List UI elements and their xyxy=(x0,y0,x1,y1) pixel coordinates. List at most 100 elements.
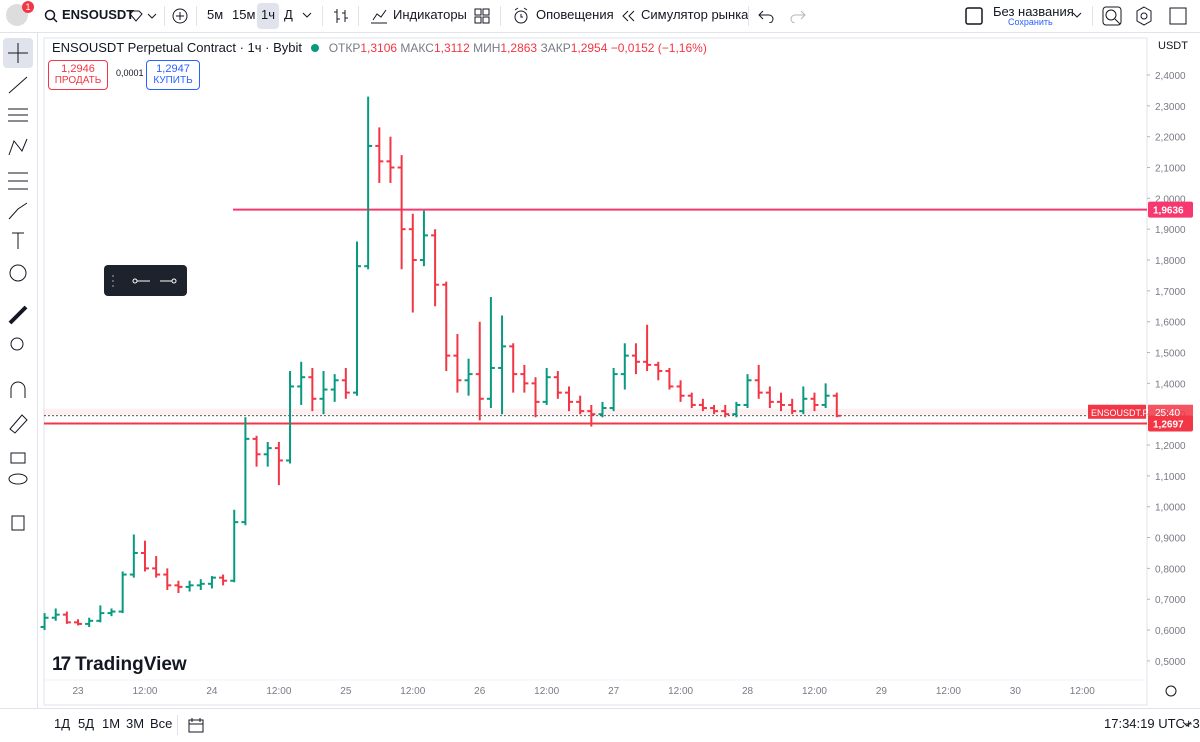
price-label: 1,2697 xyxy=(1153,420,1184,431)
templates-button[interactable] xyxy=(474,8,490,24)
time-axis-settings[interactable] xyxy=(1165,685,1177,697)
replay-button[interactable]: Симулятор рынка xyxy=(641,7,749,22)
y-tick-label: 2,4000 xyxy=(1155,71,1186,82)
compare-button[interactable] xyxy=(172,8,188,24)
spread: 0,0001 xyxy=(116,68,144,78)
fullscreen-button[interactable] xyxy=(1168,6,1188,26)
ruler-tool[interactable] xyxy=(8,305,28,325)
buy-button[interactable]: 1,2947 КУПИТЬ xyxy=(146,60,200,90)
alerts-button[interactable]: Оповещения xyxy=(536,7,614,22)
y-tick-label: 0,9000 xyxy=(1155,534,1186,545)
text-tool[interactable] xyxy=(12,232,24,249)
line-style-icons[interactable] xyxy=(104,265,187,296)
interval-button[interactable]: Д xyxy=(284,7,293,22)
interval-button[interactable]: 5м xyxy=(207,7,224,22)
y-tick-label: 1,8000 xyxy=(1155,256,1186,267)
x-tick-label: 12:00 xyxy=(668,686,693,697)
legend-value: 1,2954 xyxy=(570,41,608,55)
interval-button[interactable]: 1ч xyxy=(261,7,276,22)
y-tick-label: 1,2000 xyxy=(1155,441,1186,452)
watermark-text: TradingView xyxy=(75,654,187,675)
range-button[interactable]: Все xyxy=(150,716,173,731)
interval-button[interactable]: 15м xyxy=(232,7,256,22)
timezone-dropdown[interactable] xyxy=(1182,721,1192,729)
trendline-tool[interactable] xyxy=(8,76,28,94)
range-button[interactable]: 1М xyxy=(102,716,121,731)
y-tick-label: 0,6000 xyxy=(1155,626,1186,637)
goto-date-button[interactable] xyxy=(188,717,204,733)
x-tick-label: 12:00 xyxy=(534,686,559,697)
symbol-tag: ENSOUSDT.P xyxy=(1091,408,1149,418)
y-tick-label: 1,6000 xyxy=(1155,318,1186,329)
watermark: 17 TradingView xyxy=(52,654,187,675)
x-tick-label: 12:00 xyxy=(1070,686,1095,697)
redo-button[interactable] xyxy=(790,9,806,23)
x-tick-label: 25 xyxy=(340,686,352,697)
legend-label: ОТКР xyxy=(328,41,361,55)
quick-search-button[interactable] xyxy=(1102,6,1122,26)
clock: 17:34:19 UTC+3 xyxy=(1104,716,1200,731)
x-tick-label: 12:00 xyxy=(400,686,425,697)
legend-value: 1,3106 xyxy=(360,41,398,55)
countdown: 25:40 xyxy=(1155,408,1180,419)
y-tick-label: 1,1000 xyxy=(1155,472,1186,483)
layout-dropdown[interactable] xyxy=(1072,12,1082,20)
indicators-button[interactable]: Индикаторы xyxy=(393,7,467,22)
range-button[interactable]: 1Д xyxy=(54,716,71,731)
legend-value: 1,3112 xyxy=(433,41,470,55)
fib-tool[interactable] xyxy=(8,108,28,122)
chart-type-button[interactable] xyxy=(332,7,350,25)
layout-name[interactable]: Без названия xyxy=(993,4,1074,19)
crosshair-tool[interactable] xyxy=(8,43,28,63)
lock-tool[interactable] xyxy=(10,452,26,464)
x-tick-label: 23 xyxy=(72,686,84,697)
x-tick-label: 30 xyxy=(1010,686,1022,697)
undo-button[interactable] xyxy=(758,9,774,23)
zoom-tool[interactable] xyxy=(10,337,24,351)
chart-area: 0,5000 0,6000 0,7000 0,8000 0,9000 1,0000 1,10… xyxy=(40,37,1193,706)
symbol-tag-bg xyxy=(1088,404,1146,419)
y-tick-label: 2,2000 xyxy=(1155,133,1186,144)
top-toolbar: 1 ENSOUSDT 5м 15м 1ч Д Индикаторы Оповещ… xyxy=(0,0,1200,33)
legend-label: МИН xyxy=(473,41,501,55)
lock-drawing-tool[interactable] xyxy=(9,414,28,434)
range-button[interactable]: 3М xyxy=(126,716,145,731)
last-price-zone xyxy=(44,408,1147,415)
interval-dropdown[interactable] xyxy=(302,12,312,20)
legend: ENSOUSDT Perpetual Contract · 1ч · Bybit… xyxy=(52,40,707,55)
currency-button[interactable]: USDT xyxy=(1158,40,1188,52)
x-tick-label: 28 xyxy=(742,686,754,697)
magnet-tool[interactable] xyxy=(10,381,26,398)
x-tick-label: 29 xyxy=(876,686,888,697)
y-tick-label: 2,0000 xyxy=(1155,194,1186,205)
forecast-tool[interactable] xyxy=(8,172,28,190)
layout-icon[interactable] xyxy=(965,7,983,25)
hide-tool[interactable] xyxy=(8,473,28,485)
x-tick-label: 12:00 xyxy=(802,686,827,697)
legend-label: МАКС xyxy=(400,41,434,55)
sell-button[interactable]: 1,2946 ПРОДАТЬ xyxy=(48,60,108,90)
legend-label: ЗАКР xyxy=(540,41,571,55)
y-tick-label: 1,4000 xyxy=(1155,379,1186,390)
legend-change: −0,0152 (−1,16%) xyxy=(610,41,707,55)
price-label: 1,9636 xyxy=(1153,206,1184,217)
range-button[interactable]: 5Д xyxy=(78,716,95,731)
favorites-icon[interactable] xyxy=(128,9,158,23)
buy-label: КУПИТЬ xyxy=(153,75,193,86)
x-tick-label: 12:00 xyxy=(936,686,961,697)
y-tick-label: 1,9000 xyxy=(1155,225,1186,236)
settings-button[interactable] xyxy=(1134,6,1154,26)
sell-label: ПРОДАТЬ xyxy=(54,75,102,86)
x-tick-label: 26 xyxy=(474,686,486,697)
notification-badge: 1 xyxy=(22,1,34,13)
y-tick-label: 1,5000 xyxy=(1155,349,1186,360)
brush-tool[interactable] xyxy=(8,202,28,220)
save-status[interactable]: Сохранить xyxy=(1008,17,1053,27)
plot-background xyxy=(43,37,1148,706)
interval-active-bg xyxy=(257,3,279,29)
delete-tool[interactable] xyxy=(11,515,25,531)
emoji-tool[interactable] xyxy=(9,264,27,282)
symbol-search[interactable]: ENSOUSDT xyxy=(62,7,135,22)
pattern-tool[interactable] xyxy=(8,138,28,156)
